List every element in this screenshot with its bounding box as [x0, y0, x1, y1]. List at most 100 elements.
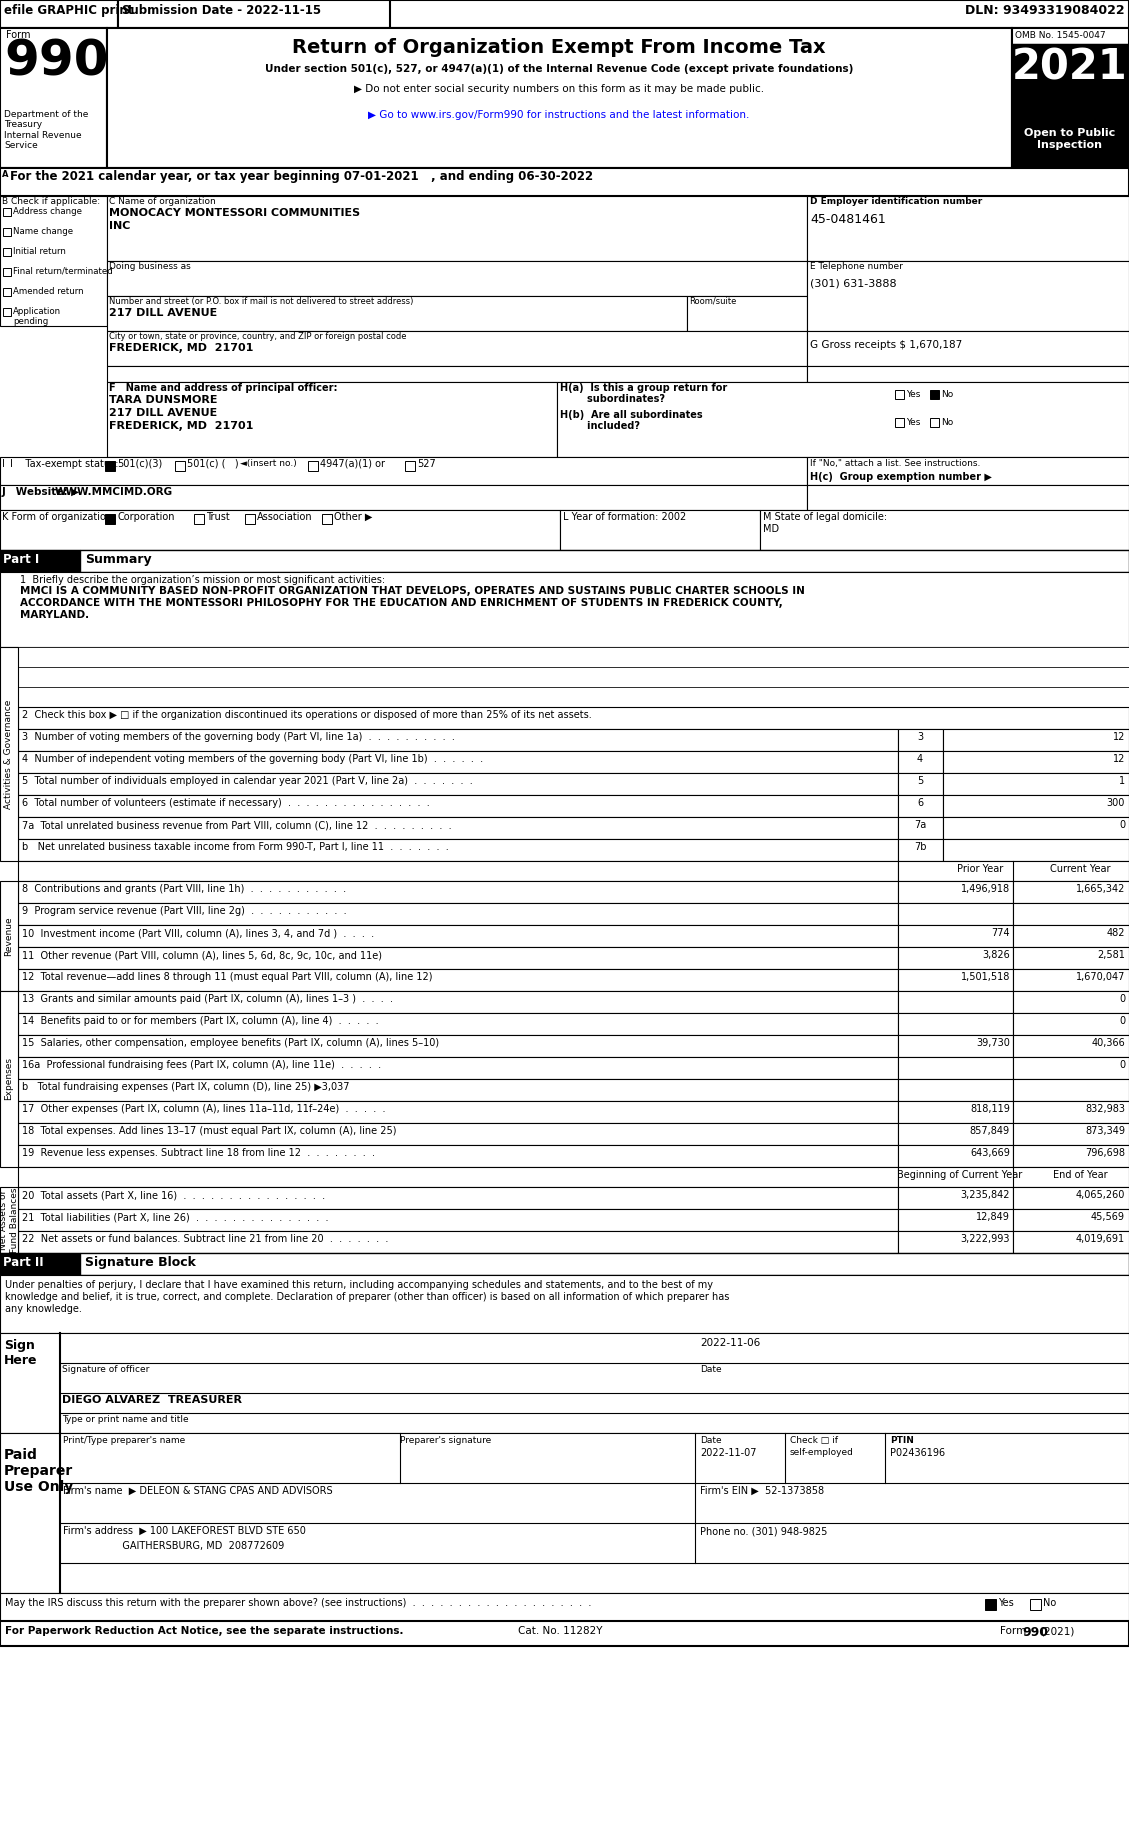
- Text: 7a: 7a: [913, 821, 926, 830]
- Bar: [1030, 1599, 1041, 1610]
- Bar: [943, 795, 1129, 817]
- Text: 16a  Professional fundraising fees (Part IX, column (A), line 11e)  .  .  .  .  : 16a Professional fundraising fees (Part …: [21, 1061, 382, 1070]
- Text: G Gross receipts $ 1,670,187: G Gross receipts $ 1,670,187: [809, 340, 962, 349]
- Bar: [18, 1186, 898, 1209]
- Text: 9  Program service revenue (Part VIII, line 2g)  .  .  .  .  .  .  .  .  .  .  .: 9 Program service revenue (Part VIII, li…: [21, 906, 347, 917]
- Bar: [107, 196, 807, 261]
- Bar: [0, 1186, 18, 1253]
- Bar: [898, 750, 943, 772]
- Text: Sign
Here: Sign Here: [5, 1340, 37, 1368]
- Text: No: No: [940, 390, 953, 399]
- Bar: [119, 0, 390, 28]
- Text: 4,019,691: 4,019,691: [1076, 1234, 1124, 1244]
- Bar: [898, 881, 1013, 904]
- Bar: [898, 1146, 1013, 1166]
- Text: Paid
Preparer
Use Only: Paid Preparer Use Only: [5, 1449, 73, 1495]
- Text: 19  Revenue less expenses. Subtract line 18 from line 12  .  .  .  .  .  .  .  .: 19 Revenue less expenses. Subtract line …: [21, 1148, 375, 1159]
- Bar: [807, 196, 1129, 261]
- Text: 0: 0: [1119, 1061, 1124, 1070]
- Text: 482: 482: [1106, 928, 1124, 939]
- Bar: [898, 1101, 1013, 1124]
- Text: 8  Contributions and grants (Part VIII, line 1h)  .  .  .  .  .  .  .  .  .  .  : 8 Contributions and grants (Part VIII, l…: [21, 883, 347, 894]
- Text: Department of the
Treasury
Internal Revenue
Service: Department of the Treasury Internal Reve…: [5, 111, 88, 150]
- Text: Type or print name and title: Type or print name and title: [62, 1416, 189, 1425]
- Bar: [105, 460, 115, 471]
- Text: 18  Total expenses. Add lines 13–17 (must equal Part IX, column (A), line 25): 18 Total expenses. Add lines 13–17 (must…: [21, 1125, 396, 1137]
- Bar: [898, 728, 943, 750]
- Text: 217 DILL AVENUE: 217 DILL AVENUE: [110, 408, 217, 418]
- Bar: [0, 484, 807, 510]
- Text: Net Assets or
Fund Balances: Net Assets or Fund Balances: [0, 1186, 19, 1253]
- Bar: [1013, 926, 1129, 946]
- Bar: [898, 904, 1013, 926]
- Bar: [0, 510, 560, 551]
- Text: OMB No. 1545-0047: OMB No. 1545-0047: [1015, 31, 1105, 41]
- Text: included?: included?: [560, 421, 640, 431]
- Text: May the IRS discuss this return with the preparer shown above? (see instructions: May the IRS discuss this return with the…: [5, 1599, 592, 1608]
- Bar: [107, 331, 807, 366]
- Text: ◄(insert no.): ◄(insert no.): [240, 458, 297, 468]
- Bar: [0, 1275, 1129, 1332]
- Text: any knowledge.: any knowledge.: [5, 1305, 82, 1314]
- Bar: [18, 1124, 898, 1146]
- Text: 4: 4: [917, 754, 924, 763]
- Text: 17  Other expenses (Part IX, column (A), lines 11a–11d, 11f–24e)  .  .  .  .  .: 17 Other expenses (Part IX, column (A), …: [21, 1103, 385, 1114]
- Bar: [760, 510, 1129, 551]
- Text: Part I: Part I: [3, 553, 40, 565]
- Bar: [898, 926, 1013, 946]
- Bar: [898, 1186, 1013, 1209]
- Text: 990: 990: [5, 39, 108, 87]
- Bar: [18, 728, 898, 750]
- Bar: [18, 1079, 898, 1101]
- Text: Return of Organization Exempt From Income Tax: Return of Organization Exempt From Incom…: [292, 39, 825, 57]
- Text: 15  Salaries, other compensation, employee benefits (Part IX, column (A), lines : 15 Salaries, other compensation, employe…: [21, 1039, 439, 1048]
- Text: Initial return: Initial return: [14, 248, 65, 257]
- Bar: [245, 514, 255, 525]
- Text: 2022-11-06: 2022-11-06: [700, 1338, 760, 1347]
- Bar: [560, 510, 760, 551]
- Bar: [898, 1035, 1013, 1057]
- Bar: [0, 28, 107, 168]
- Text: City or town, state or province, country, and ZIP or foreign postal code: City or town, state or province, country…: [110, 333, 406, 342]
- Bar: [807, 484, 1129, 510]
- Text: 45,569: 45,569: [1091, 1212, 1124, 1222]
- Bar: [18, 839, 898, 861]
- Text: 4,065,260: 4,065,260: [1076, 1190, 1124, 1199]
- Text: subordinates?: subordinates?: [560, 394, 665, 405]
- Text: 3,826: 3,826: [982, 950, 1010, 959]
- Text: 0: 0: [1119, 821, 1124, 830]
- Text: 12: 12: [1112, 754, 1124, 763]
- Text: Check □ if: Check □ if: [790, 1436, 838, 1445]
- Bar: [895, 418, 904, 427]
- Text: 10  Investment income (Part VIII, column (A), lines 3, 4, and 7d )  .  .  .  .: 10 Investment income (Part VIII, column …: [21, 928, 374, 939]
- Text: TARA DUNSMORE: TARA DUNSMORE: [110, 395, 218, 405]
- Bar: [0, 991, 18, 1166]
- Text: (2021): (2021): [1040, 1626, 1075, 1635]
- Text: MONOCACY MONTESSORI COMMUNITIES: MONOCACY MONTESSORI COMMUNITIES: [110, 209, 360, 218]
- Bar: [0, 647, 18, 861]
- Bar: [898, 968, 1013, 991]
- Text: Corporation: Corporation: [117, 512, 175, 521]
- Text: Date: Date: [700, 1366, 721, 1375]
- Text: 40,366: 40,366: [1092, 1039, 1124, 1048]
- Text: B Check if applicable:: B Check if applicable:: [2, 198, 100, 205]
- Bar: [0, 1621, 1129, 1647]
- Text: I    Tax-exempt status:: I Tax-exempt status:: [10, 458, 119, 469]
- Text: 7b: 7b: [913, 843, 926, 852]
- Bar: [0, 1593, 1129, 1621]
- Bar: [18, 772, 898, 795]
- Bar: [18, 1035, 898, 1057]
- Text: Under penalties of perjury, I declare that I have examined this return, includin: Under penalties of perjury, I declare th…: [5, 1281, 714, 1290]
- Text: No: No: [1043, 1599, 1057, 1608]
- Text: 6: 6: [917, 798, 924, 808]
- Text: Date: Date: [700, 1436, 721, 1445]
- Text: C Name of organization: C Name of organization: [110, 198, 216, 205]
- Text: 1,665,342: 1,665,342: [1076, 883, 1124, 894]
- Bar: [898, 1124, 1013, 1146]
- Text: self-employed: self-employed: [790, 1449, 854, 1456]
- Bar: [18, 968, 898, 991]
- Bar: [898, 839, 943, 861]
- Bar: [898, 1057, 1013, 1079]
- Bar: [1012, 44, 1129, 122]
- Text: K Form of organization:: K Form of organization:: [2, 512, 115, 521]
